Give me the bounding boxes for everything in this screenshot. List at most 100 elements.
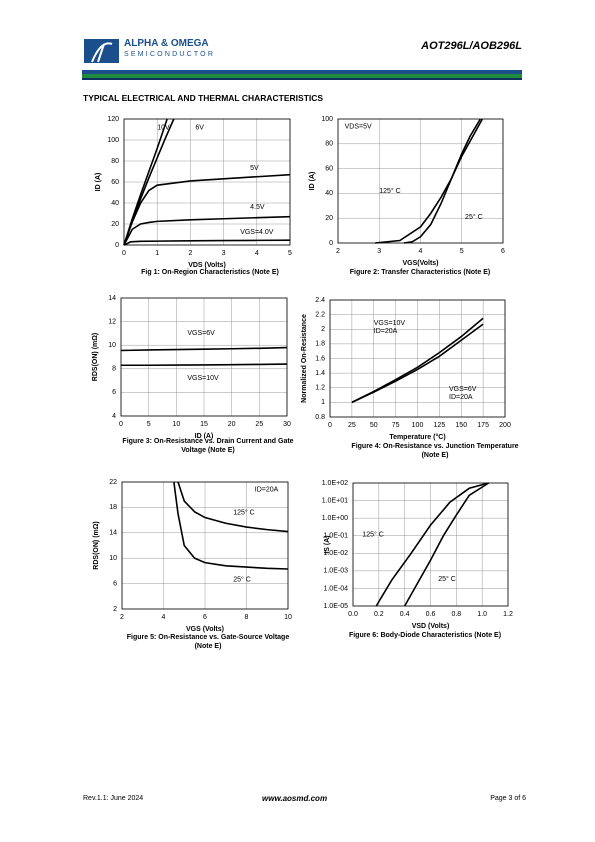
- y-tick-label: 4: [112, 413, 116, 420]
- y-tick-label: 1.0E+02: [322, 480, 348, 487]
- y-tick-label: 10: [109, 555, 117, 562]
- y-tick-label: 1.0E+01: [322, 497, 348, 504]
- annotation: VDS=5V: [345, 123, 372, 130]
- curve: [177, 481, 289, 533]
- series-label: 10V: [157, 125, 170, 132]
- curve: [351, 323, 484, 404]
- caption: Fig 1: On-Region Characteristics (Note E…: [141, 269, 279, 276]
- section-title: TYPICAL ELECTRICAL AND THERMAL CHARACTER…: [83, 93, 324, 103]
- series-label: VGS=4.0V: [240, 229, 274, 236]
- page-number: Page 3 of 6: [490, 795, 526, 802]
- y-tick-label: 14: [109, 530, 117, 537]
- y-tick-label: 2.2: [315, 311, 325, 318]
- x-tick-label: 0.6: [426, 611, 436, 618]
- y-tick-label: 80: [111, 158, 119, 165]
- x-tick-label: 200: [499, 422, 511, 429]
- curve: [123, 239, 291, 246]
- y-tick-label: 1.8: [315, 341, 325, 348]
- y-tick-label: 1.4: [315, 370, 325, 377]
- series-label: 125° C: [362, 531, 383, 539]
- x-tick-label: 100: [412, 422, 424, 429]
- y-tick-label: 6: [113, 580, 117, 587]
- curve: [123, 173, 291, 246]
- series-sublabel: ID=20A: [374, 328, 398, 335]
- y-tick-label: 40: [111, 200, 119, 207]
- y-axis-label: IS (A): [324, 535, 331, 553]
- division: SEMICONDUCTOR: [124, 51, 216, 58]
- x-tick-label: 0.2: [374, 611, 384, 618]
- x-tick-label: 30: [283, 421, 291, 428]
- x-tick-label: 1.0: [477, 611, 487, 618]
- x-tick-label: 175: [477, 422, 489, 429]
- curve: [120, 346, 288, 352]
- plot-frame: [337, 118, 504, 244]
- x-axis-label: VGS (Volts): [186, 626, 224, 633]
- y-tick-label: 6: [112, 389, 116, 396]
- plot-frame: [121, 481, 289, 610]
- caption: Figure 5: On-Resistance vs. Gate-Source …: [126, 634, 290, 650]
- x-axis-label: VSD (Volts): [412, 623, 450, 630]
- series-label: 25° C: [233, 576, 251, 584]
- series-label: 125° C: [379, 187, 400, 195]
- caption: Figure 4: On-Resistance vs. Junction Tem…: [351, 443, 519, 459]
- curve: [403, 118, 481, 244]
- x-tick-label: 0.4: [400, 611, 410, 618]
- x-tick-label: 8: [245, 614, 249, 621]
- x-tick-label: 0: [119, 421, 123, 428]
- website: www.aosmd.com: [262, 794, 328, 803]
- x-tick-label: 10: [172, 421, 180, 428]
- y-tick-label: 1.0E+00: [322, 515, 348, 522]
- series-label: VGS=10V: [374, 320, 406, 327]
- y-tick-label: 20: [111, 221, 119, 228]
- x-tick-label: 4: [255, 250, 259, 257]
- company: ALPHA & OMEGA: [124, 38, 209, 49]
- series-label: 4.5V: [250, 204, 265, 211]
- y-tick-label: 100: [107, 137, 119, 144]
- caption: Figure 2: Transfer Characteristics (Note…: [349, 269, 491, 276]
- curve: [123, 215, 291, 246]
- x-tick-label: 10: [284, 614, 292, 621]
- y-tick-label: 22: [109, 479, 117, 486]
- annotation: ID=20A: [255, 486, 279, 493]
- y-tick-label: 1.0E-02: [323, 550, 348, 557]
- y-tick-label: 60: [325, 165, 333, 172]
- y-tick-label: 18: [109, 504, 117, 511]
- x-tick-label: 5: [147, 421, 151, 428]
- y-tick-label: 1.2: [315, 385, 325, 392]
- x-axis-label: VDS (Volts): [188, 262, 226, 269]
- x-tick-label: 1: [155, 250, 159, 257]
- y-tick-label: 1.0E-03: [323, 568, 348, 575]
- x-tick-label: 1.2: [503, 611, 513, 618]
- revision: Rev.1.1: June 2024: [83, 795, 144, 802]
- y-axis-label: ID (A): [95, 173, 102, 192]
- x-tick-label: 20: [228, 421, 236, 428]
- y-axis-label: ID (A): [309, 172, 316, 191]
- x-tick-label: 5: [460, 248, 464, 255]
- y-tick-label: 8: [112, 366, 116, 373]
- y-tick-label: 100: [321, 116, 333, 123]
- x-tick-label: 6: [203, 614, 207, 621]
- x-tick-label: 3: [377, 248, 381, 255]
- series-label: VGS=6V: [449, 386, 477, 393]
- x-axis-label: ID (A): [195, 433, 214, 440]
- part-number: AOT296L/AOB296L: [421, 40, 522, 52]
- y-axis-label: RDS(ON) (mΩ): [92, 333, 99, 381]
- x-tick-label: 0: [122, 250, 126, 257]
- series-label: 125° C: [233, 508, 254, 516]
- x-tick-label: 4: [162, 614, 166, 621]
- x-tick-label: 125: [434, 422, 446, 429]
- plot-frame: [120, 297, 288, 417]
- y-tick-label: 60: [111, 179, 119, 186]
- series-sublabel: ID=20A: [449, 394, 473, 401]
- curve: [375, 118, 484, 244]
- y-tick-label: 10: [108, 342, 116, 349]
- x-tick-label: 6: [501, 248, 505, 255]
- y-tick-label: 2: [113, 606, 117, 613]
- y-tick-label: 14: [108, 295, 116, 302]
- x-tick-label: 150: [455, 422, 467, 429]
- plot-frame: [352, 482, 509, 607]
- series-label: VGS=6V: [187, 330, 215, 337]
- x-tick-label: 5: [288, 250, 292, 257]
